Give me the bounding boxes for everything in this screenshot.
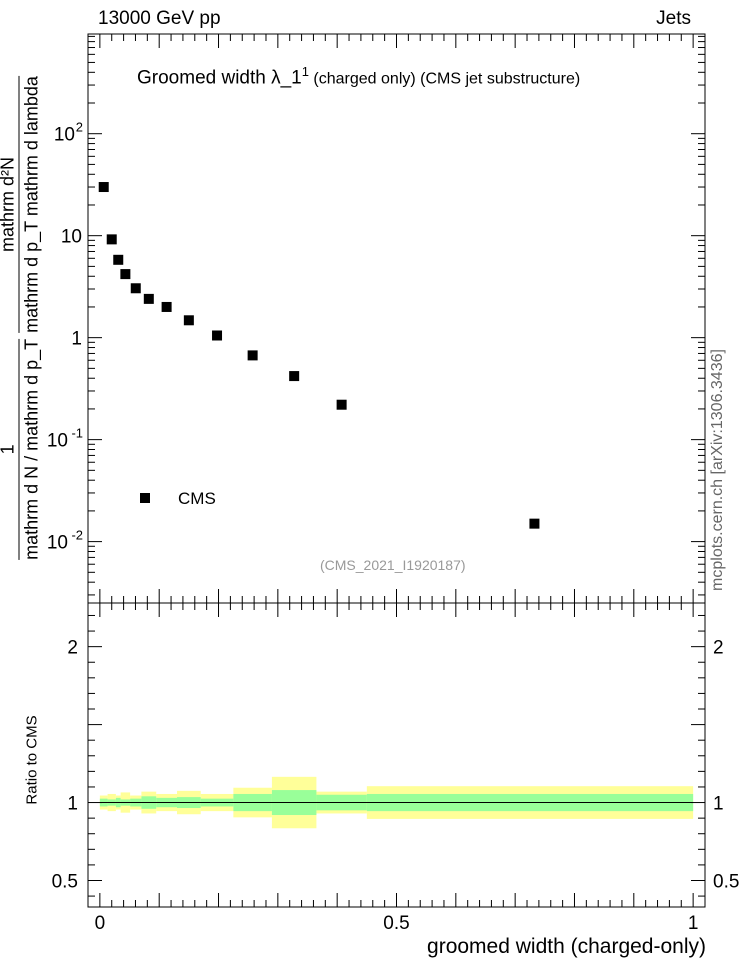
data-point-cms (106, 234, 117, 245)
data-point-cms (247, 350, 258, 361)
y-tick-label-main: 10 (47, 533, 68, 554)
y-tick-label-main: 10 (47, 431, 68, 452)
y-tick-label-main-exp: -2 (71, 528, 83, 543)
x-tick-label: 1 (688, 913, 699, 934)
y-tick-label-ratio: 1 (67, 794, 78, 815)
y-axis-label-main: 1 mathrm d N / mathrm d p_T mathrm d²N m… (0, 76, 43, 560)
y-tick-label-ratio: 2 (67, 638, 78, 659)
y-tick-label-main: 10 (61, 227, 82, 248)
chart-title: Groomed width λ_11 (charged only) (CMS j… (137, 64, 580, 89)
data-point-cms (113, 254, 124, 265)
data-point-cms (183, 315, 194, 326)
y-tick-label-main: 1 (71, 329, 82, 350)
ylabel-prefix-denominator: mathrm d N / mathrm d p_T (18, 338, 43, 560)
y-tick-label-ratio-right: 2 (713, 638, 724, 659)
main-panel-frame (87, 33, 706, 604)
data-point-cms (130, 283, 141, 294)
data-point-cms (212, 330, 223, 341)
y-tick-label-ratio-right: 1 (713, 794, 724, 815)
mcplots-reference: mcplots.cern.ch [arXiv:1306.3436] (709, 349, 726, 591)
x-tick-label: 0 (95, 913, 106, 934)
energy-label: 13000 GeV pp (98, 8, 221, 29)
legend-entry-cms: CMS (178, 489, 216, 508)
ylabel-numerator-denominator: mathrm d p_T mathrm d lambda (18, 76, 43, 333)
data-point-cms (289, 371, 300, 382)
title-main: Groomed width λ_1 (137, 67, 302, 89)
y-tick-label-main: 10 (54, 125, 75, 146)
title-suffix: (charged only) (CMS jet substructure) (308, 70, 581, 88)
process-label: Jets (656, 8, 691, 29)
data-point-cms (98, 182, 109, 193)
ratio-panel-frame (87, 602, 706, 908)
data-point-cms (336, 399, 347, 410)
title-superscript: 1 (301, 64, 309, 79)
y-axis-label-ratio: Ratio to CMS (23, 715, 41, 805)
data-point-cms (161, 301, 172, 312)
x-axis-label: groomed width (charged-only) (427, 935, 706, 958)
analysis-id: (CMS_2021_I1920187) (320, 557, 466, 573)
y-tick-label-main-exp: -1 (71, 426, 83, 441)
y-tick-label-ratio-right: 0.5 (713, 871, 739, 892)
data-point-cms (529, 518, 540, 529)
data-point-cms (120, 269, 131, 280)
legend-marker-cms (140, 493, 150, 503)
y-tick-label-main-exp: 2 (76, 120, 83, 135)
ylabel-numerator: mathrm d²N (0, 156, 18, 252)
data-point-cms (143, 293, 154, 304)
y-tick-label-ratio: 0.5 (52, 871, 78, 892)
x-tick-label: 0.5 (383, 913, 409, 934)
ylabel-prefix: 1 (0, 444, 19, 454)
